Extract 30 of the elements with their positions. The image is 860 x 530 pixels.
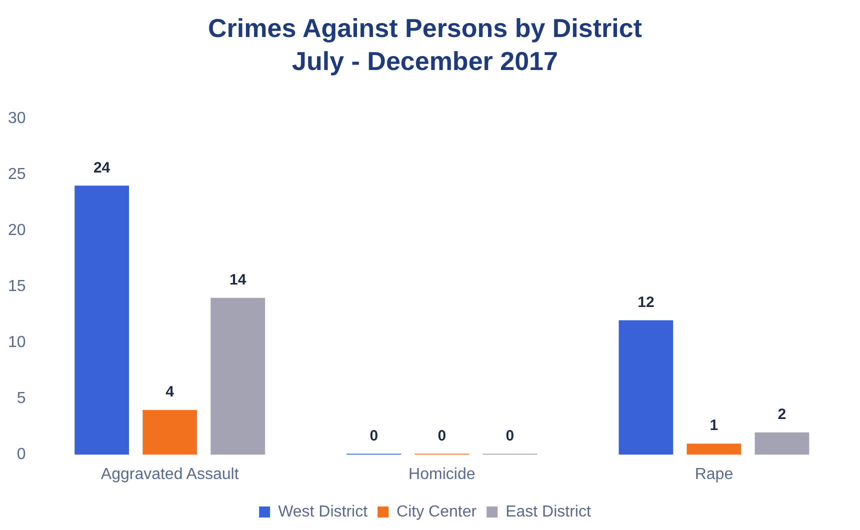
bar — [74, 186, 130, 455]
data-label: 0 — [438, 427, 446, 444]
bar — [210, 298, 266, 455]
y-tick-label: 30 — [8, 110, 26, 127]
bar — [754, 432, 810, 455]
legend-label: West District — [278, 503, 368, 520]
bar — [686, 444, 742, 455]
y-tick-label: 10 — [8, 334, 26, 352]
data-label: 24 — [93, 159, 111, 176]
data-label: 2 — [778, 406, 786, 424]
y-tick-label: 20 — [8, 222, 26, 239]
data-label: 0 — [370, 427, 378, 444]
y-tick-label: 25 — [8, 166, 26, 183]
data-label: 4 — [166, 384, 175, 401]
y-tick-label: 0 — [16, 446, 26, 464]
chart-title: Crimes Against Persons by District — [208, 12, 642, 43]
x-tick-label: Aggravated Assault — [100, 466, 240, 483]
chart-subtitle: July - December 2017 — [292, 46, 558, 76]
data-label: 1 — [710, 417, 718, 434]
y-tick-label: 15 — [8, 278, 26, 296]
x-tick-label: Homicide — [408, 466, 476, 483]
bar — [618, 320, 674, 455]
legend-label: City Center — [396, 503, 478, 520]
x-tick-label: Rape — [694, 466, 734, 483]
bar — [142, 410, 198, 455]
data-label: 12 — [638, 294, 654, 311]
data-label: 0 — [506, 427, 514, 444]
legend-label: East District — [506, 503, 592, 520]
data-label: 14 — [230, 271, 247, 288]
y-tick-label: 5 — [16, 390, 26, 408]
